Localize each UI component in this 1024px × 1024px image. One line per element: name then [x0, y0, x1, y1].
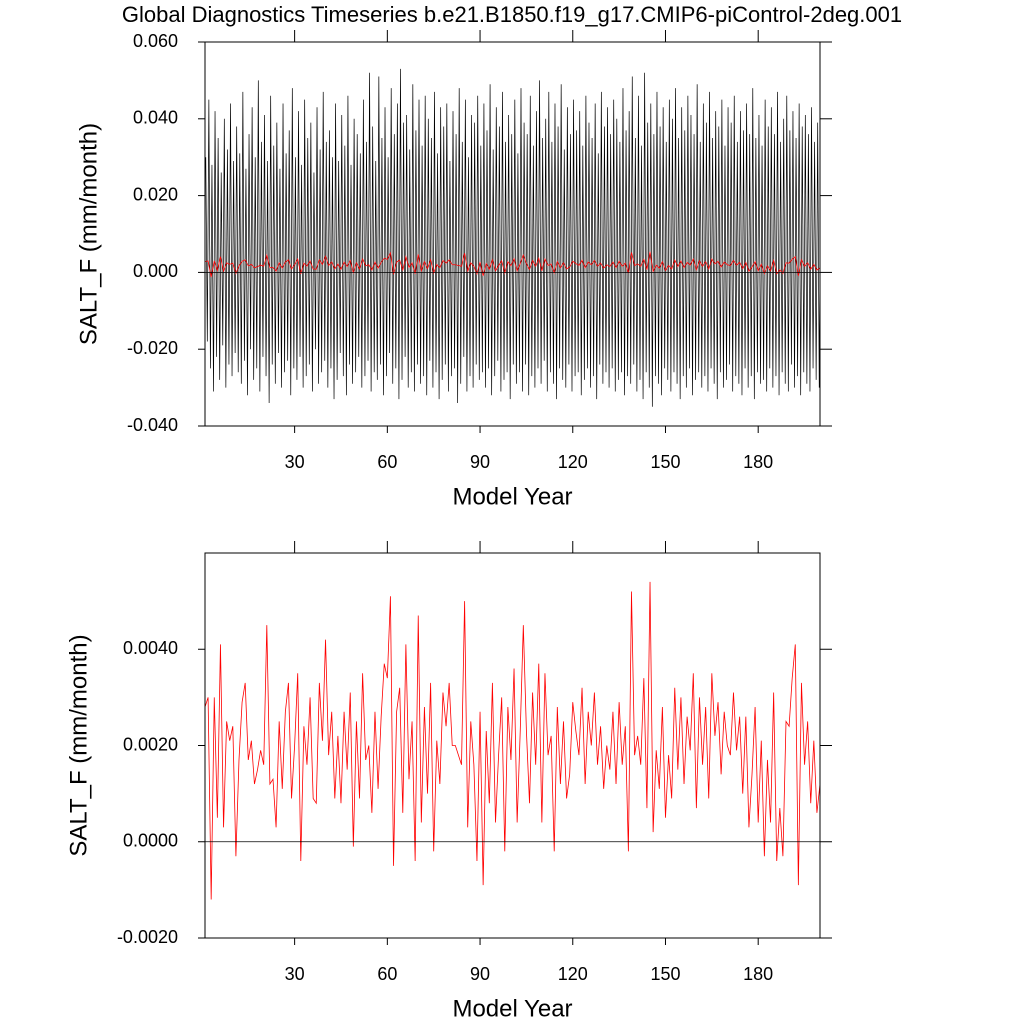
x-tick-label: 180 — [743, 964, 773, 984]
x-axis-label: Model Year — [452, 483, 572, 510]
x-tick-label: 30 — [285, 452, 305, 472]
x-tick-label: 180 — [743, 452, 773, 472]
y-tick-label: 0.040 — [133, 108, 178, 128]
y-axis-label: SALT_F (mm/month) — [65, 634, 92, 856]
data-line — [205, 251, 820, 278]
y-tick-label: -0.0020 — [117, 927, 178, 947]
x-axis-label: Model Year — [452, 995, 572, 1022]
y-tick-label: 0.060 — [133, 31, 178, 51]
y-tick-label: -0.040 — [127, 415, 178, 435]
y-tick-label: 0.020 — [133, 184, 178, 204]
plot-frame — [204, 41, 821, 427]
x-tick-label: 150 — [650, 452, 680, 472]
data-line — [205, 68, 820, 407]
x-tick-label: 150 — [650, 964, 680, 984]
x-tick-label: 90 — [470, 452, 490, 472]
x-tick-label: 60 — [377, 964, 397, 984]
chart-title: Global Diagnostics Timeseries b.e21.B185… — [122, 2, 902, 27]
x-tick-label: 60 — [377, 452, 397, 472]
y-axis-label: SALT_F (mm/month) — [75, 123, 102, 345]
y-tick-label: 0.000 — [133, 261, 178, 281]
y-tick-label: 0.0000 — [123, 831, 178, 851]
data-line — [205, 581, 820, 900]
plot-frame — [204, 552, 821, 939]
x-tick-label: 30 — [285, 964, 305, 984]
x-tick-label: 120 — [558, 452, 588, 472]
y-tick-label: -0.020 — [127, 338, 178, 358]
y-tick-label: 0.0040 — [123, 638, 178, 658]
x-tick-label: 120 — [558, 964, 588, 984]
x-tick-label: 90 — [470, 964, 490, 984]
y-tick-label: 0.0020 — [123, 734, 178, 754]
